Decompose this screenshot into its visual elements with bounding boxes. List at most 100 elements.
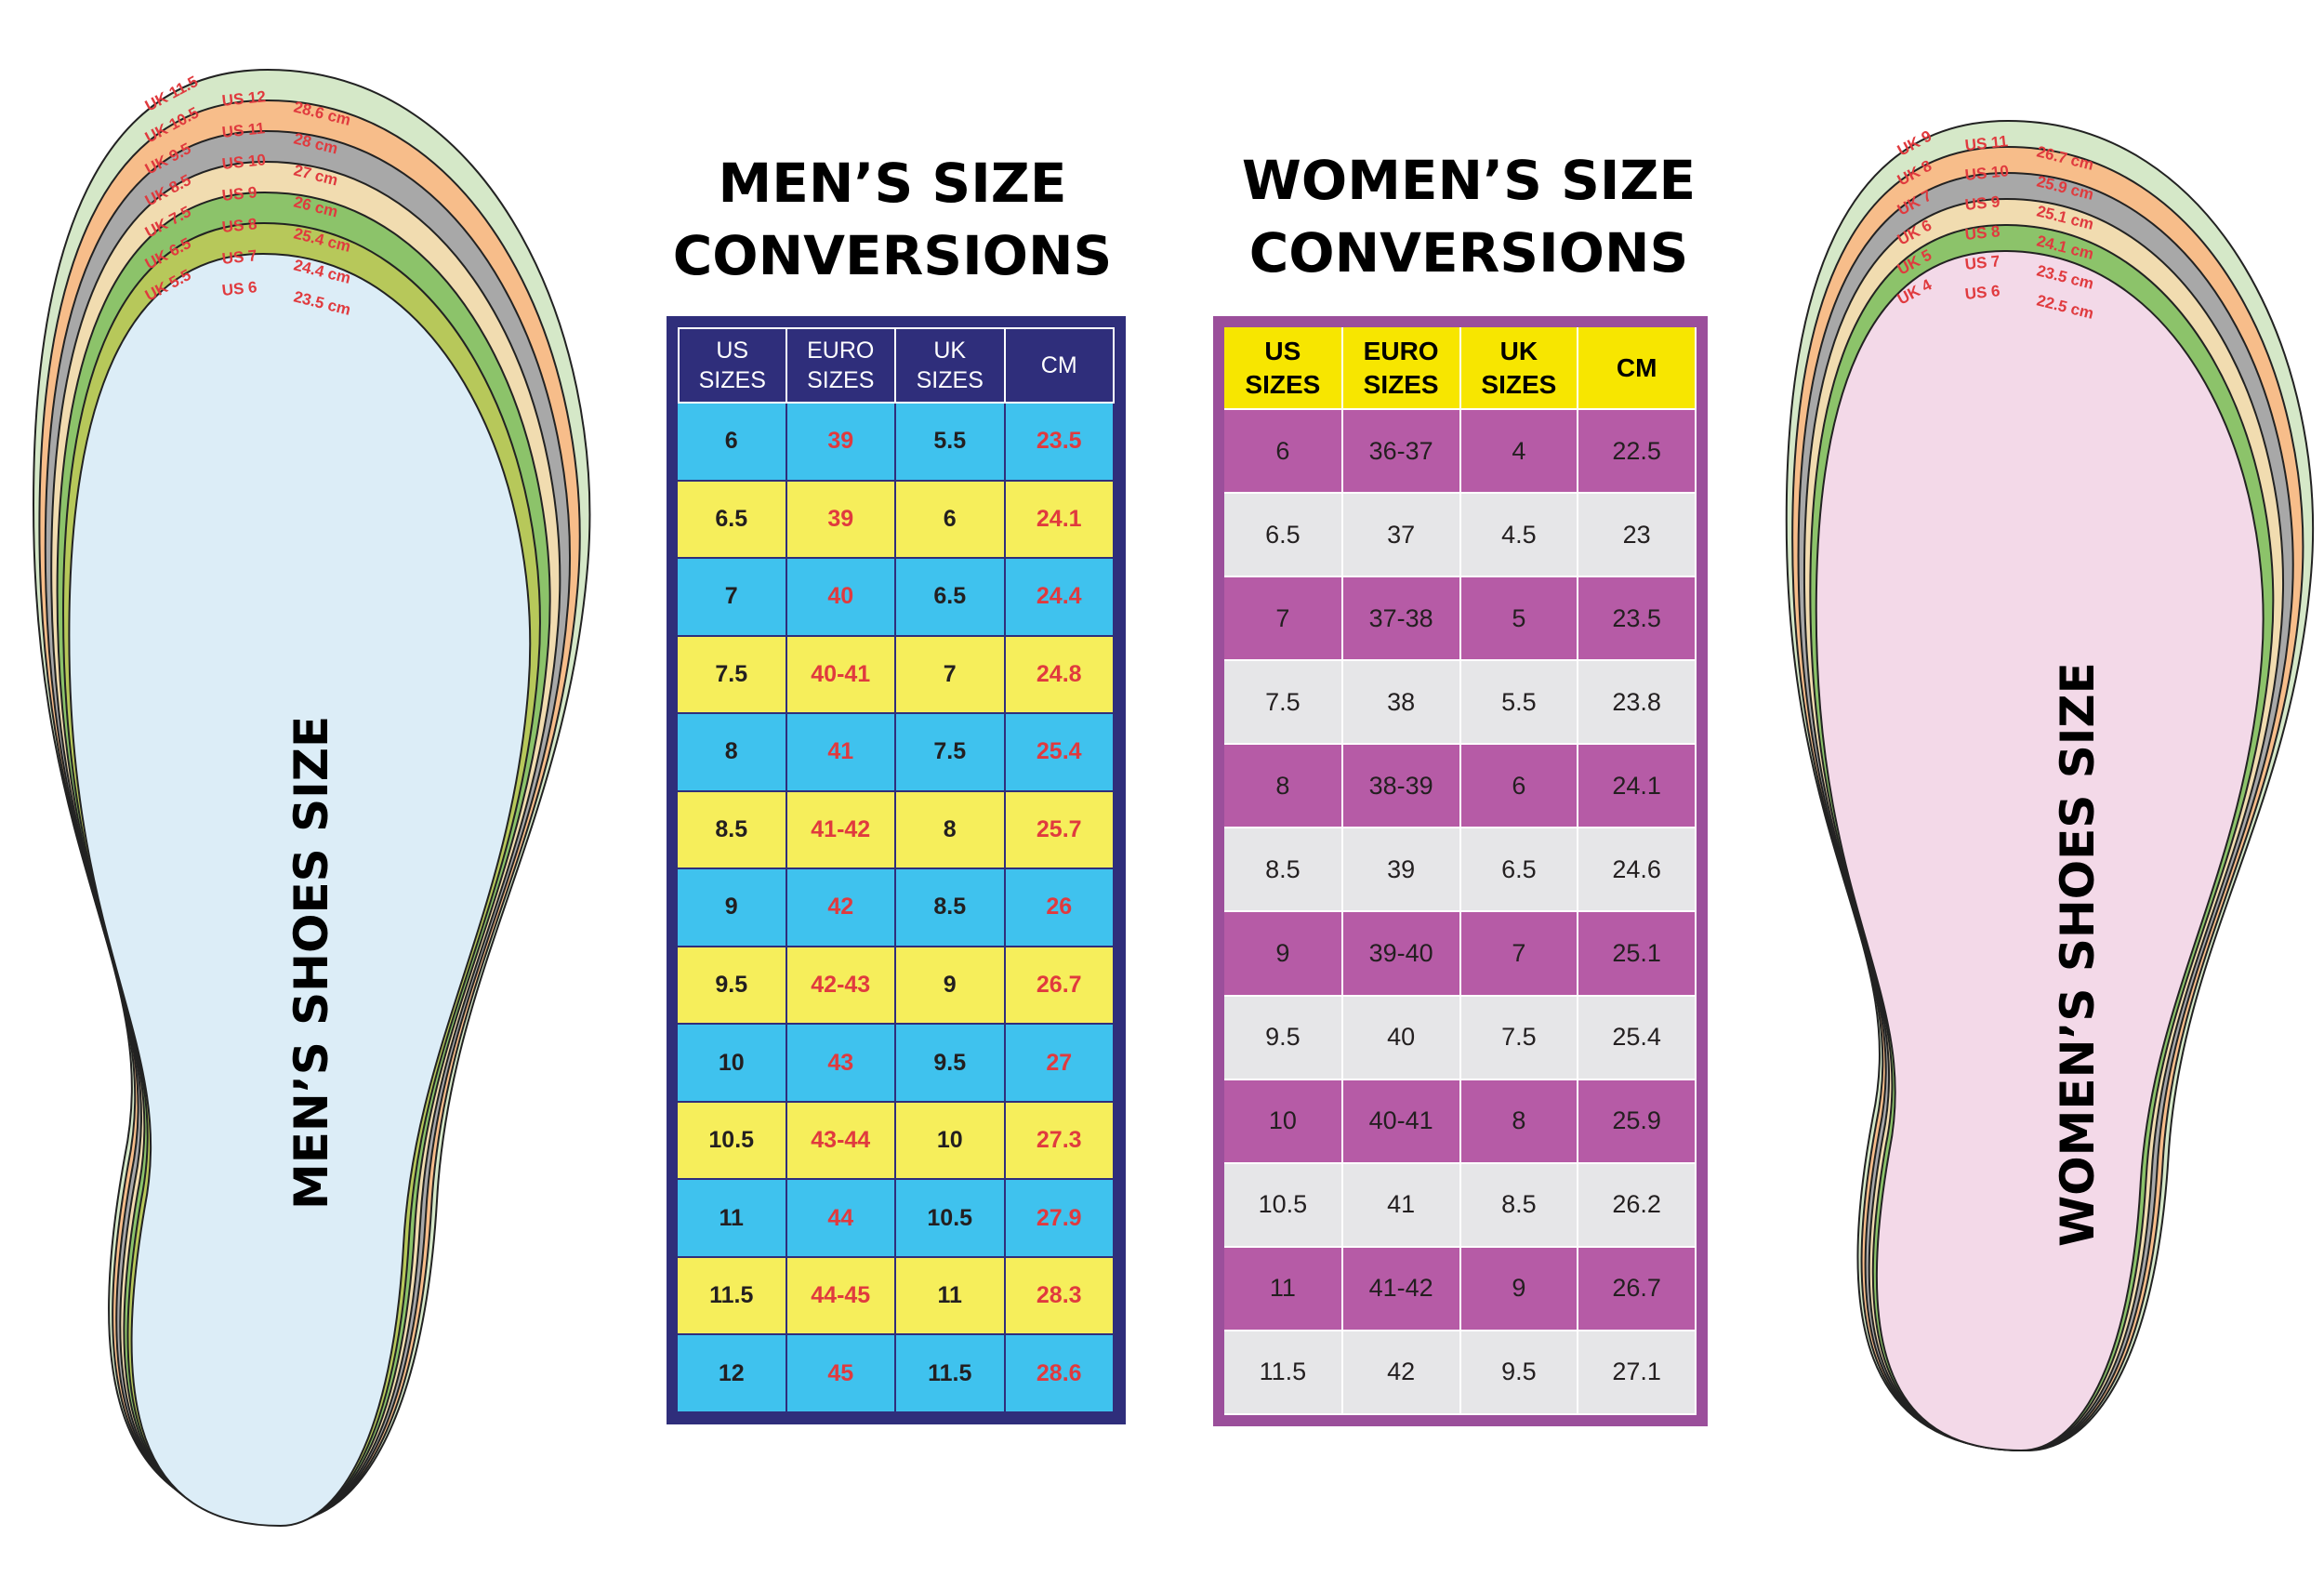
womens-uk-size-cell: 5.5 bbox=[1459, 660, 1579, 746]
mens-cm-cell: 25.4 bbox=[1005, 714, 1115, 792]
womens-table-row: 8.5 39 6.5 24.6 bbox=[1224, 828, 1697, 913]
women-outline-size-label: UK 9 bbox=[1895, 127, 1934, 160]
mens-table-row: 11.5 44-45 11 28.3 bbox=[678, 1257, 1115, 1336]
womens-table-row: 6.5 37 4.5 23 bbox=[1224, 493, 1697, 578]
womens-uk-size-cell: 6.5 bbox=[1459, 828, 1579, 913]
womens-us-size-cell: 9 bbox=[1224, 911, 1343, 997]
womens-uk-size-cell: 5 bbox=[1459, 576, 1579, 662]
womens-uk-size-cell: 7.5 bbox=[1459, 995, 1579, 1080]
mens-cm-cell: 26 bbox=[1005, 869, 1115, 947]
women-layers-outline-1 bbox=[1791, 145, 2304, 1452]
womens-us-size-cell: 8.5 bbox=[1224, 828, 1343, 913]
womens-cm-cell: 22.5 bbox=[1578, 409, 1697, 495]
women-outline-size-label: UK 7 bbox=[1895, 187, 1934, 219]
womens-cm-cell: 24.6 bbox=[1578, 828, 1697, 913]
mens-uk-size-cell: 10.5 bbox=[896, 1180, 1006, 1258]
womens-euro-size-cell: 37-38 bbox=[1341, 576, 1461, 662]
womens-euro-size-cell: 38 bbox=[1341, 660, 1461, 746]
men-outline-size-label: US 9 bbox=[221, 183, 258, 205]
women-outline-size-label: UK 5 bbox=[1895, 246, 1934, 279]
womens-header-cm: CM bbox=[1578, 327, 1697, 410]
mens-uk-size-cell: 7 bbox=[896, 636, 1006, 715]
mens-us-size-cell: 11.5 bbox=[678, 1257, 787, 1336]
womens-table-row: 10.5 41 8.5 26.2 bbox=[1224, 1162, 1697, 1248]
mens-us-size-cell: 12 bbox=[678, 1335, 787, 1413]
mens-table-row: 7.5 40-41 7 24.8 bbox=[678, 636, 1115, 715]
mens-header-us: US SIZES bbox=[678, 327, 787, 404]
mens-cm-cell: 24.4 bbox=[1005, 559, 1115, 637]
womens-uk-size-cell: 8.5 bbox=[1459, 1162, 1579, 1248]
mens-uk-size-cell: 6.5 bbox=[896, 559, 1006, 637]
mens-cm-cell: 28.3 bbox=[1005, 1257, 1115, 1336]
mens-header-uk: UK SIZES bbox=[896, 327, 1006, 404]
womens-euro-size-cell: 40-41 bbox=[1341, 1079, 1461, 1164]
mens-us-size-cell: 7 bbox=[678, 559, 787, 637]
womens-euro-size-cell: 39-40 bbox=[1341, 911, 1461, 997]
mens-uk-size-cell: 10 bbox=[896, 1102, 1006, 1181]
women-layers-outline-4 bbox=[1809, 223, 2275, 1452]
mens-uk-size-cell: 5.5 bbox=[896, 404, 1006, 482]
mens-heading-line-1: MEN’S SIZE bbox=[718, 152, 1067, 215]
womens-euro-size-cell: 41-42 bbox=[1341, 1246, 1461, 1331]
mens-cm-cell: 24.1 bbox=[1005, 481, 1115, 560]
mens-table-row: 11 44 10.5 27.9 bbox=[678, 1180, 1115, 1258]
mens-us-size-cell: 7.5 bbox=[678, 636, 787, 715]
women-layers-outline-0 bbox=[1785, 119, 2315, 1452]
womens-heading: WOMEN’S SIZE CONVERSIONS bbox=[1199, 144, 1738, 289]
mens-euro-size-cell: 42 bbox=[786, 869, 896, 947]
mens-cm-cell: 27 bbox=[1005, 1025, 1115, 1103]
mens-table-row: 9 42 8.5 26 bbox=[678, 869, 1115, 947]
womens-cm-cell: 26.2 bbox=[1578, 1162, 1697, 1248]
womens-header-uk: UK SIZES bbox=[1459, 327, 1579, 410]
men-layers-outline-6 bbox=[68, 252, 532, 1528]
women-layers-outline-3 bbox=[1802, 197, 2284, 1452]
womens-uk-size-cell: 9 bbox=[1459, 1246, 1579, 1331]
women-outline-size-label: US 8 bbox=[1964, 222, 2001, 244]
women-outline-size-label: 22.5 cm bbox=[2035, 291, 2095, 323]
womens-cm-cell: 23.8 bbox=[1578, 660, 1697, 746]
mens-table-row: 8.5 41-42 8 25.7 bbox=[678, 791, 1115, 870]
womens-us-size-cell: 11.5 bbox=[1224, 1330, 1343, 1416]
womens-us-size-cell: 7.5 bbox=[1224, 660, 1343, 746]
women-outline-size-label: US 11 bbox=[1964, 132, 2009, 154]
womens-header-euro: EURO SIZES bbox=[1341, 327, 1461, 410]
womens-euro-size-cell: 38-39 bbox=[1341, 744, 1461, 829]
womens-heading-line-2: CONVERSIONS bbox=[1248, 221, 1689, 285]
women-outline-size-label: 25.1 cm bbox=[2035, 202, 2095, 233]
mens-euro-size-cell: 45 bbox=[786, 1335, 896, 1413]
mens-table-row: 7 40 6.5 24.4 bbox=[678, 559, 1115, 637]
womens-cm-cell: 23.5 bbox=[1578, 576, 1697, 662]
womens-us-size-cell: 6 bbox=[1224, 409, 1343, 495]
mens-us-size-cell: 8 bbox=[678, 714, 787, 792]
men-outline-size-label: US 8 bbox=[221, 215, 258, 236]
womens-euro-size-cell: 36-37 bbox=[1341, 409, 1461, 495]
mens-table-row: 6 39 5.5 23.5 bbox=[678, 404, 1115, 482]
women-outline-size-label: UK 8 bbox=[1895, 157, 1934, 190]
men-outline-size-label: US 10 bbox=[221, 151, 267, 173]
womens-table-row: 7.5 38 5.5 23.8 bbox=[1224, 660, 1697, 746]
women-layers-outline-5 bbox=[1815, 249, 2265, 1452]
men-outline-size-label: US 11 bbox=[221, 119, 266, 141]
women-outline-size-label: US 9 bbox=[1964, 192, 2001, 214]
women-layers-outline-2 bbox=[1797, 171, 2294, 1452]
womens-uk-size-cell: 7 bbox=[1459, 911, 1579, 997]
women-outline-size-label: 25.9 cm bbox=[2035, 172, 2095, 204]
mens-uk-size-cell: 9.5 bbox=[896, 1025, 1006, 1103]
mens-euro-size-cell: 42-43 bbox=[786, 947, 896, 1026]
womens-euro-size-cell: 42 bbox=[1341, 1330, 1461, 1416]
womens-heading-line-1: WOMEN’S SIZE bbox=[1241, 149, 1697, 212]
women-outline-size-label: US 6 bbox=[1964, 282, 2001, 303]
mens-uk-size-cell: 11 bbox=[896, 1257, 1006, 1336]
mens-table-row: 10.5 43-44 10 27.3 bbox=[678, 1102, 1115, 1181]
mens-table-row: 8 41 7.5 25.4 bbox=[678, 714, 1115, 792]
mens-euro-size-cell: 40-41 bbox=[786, 636, 896, 715]
mens-euro-size-cell: 44 bbox=[786, 1180, 896, 1258]
women-outline-size-label: UK 4 bbox=[1895, 275, 1935, 308]
mens-size-table: US SIZES EURO SIZES UK SIZES CM 6 39 5.5 23.5 6… bbox=[667, 316, 1126, 1424]
womens-cm-cell: 26.7 bbox=[1578, 1246, 1697, 1331]
womens-us-size-cell: 10 bbox=[1224, 1079, 1343, 1164]
men-outline-size-label: US 7 bbox=[221, 246, 258, 268]
mens-euro-size-cell: 43-44 bbox=[786, 1102, 896, 1181]
mens-header-euro: EURO SIZES bbox=[786, 327, 896, 404]
womens-table-row: 10 40-41 8 25.9 bbox=[1224, 1079, 1697, 1164]
